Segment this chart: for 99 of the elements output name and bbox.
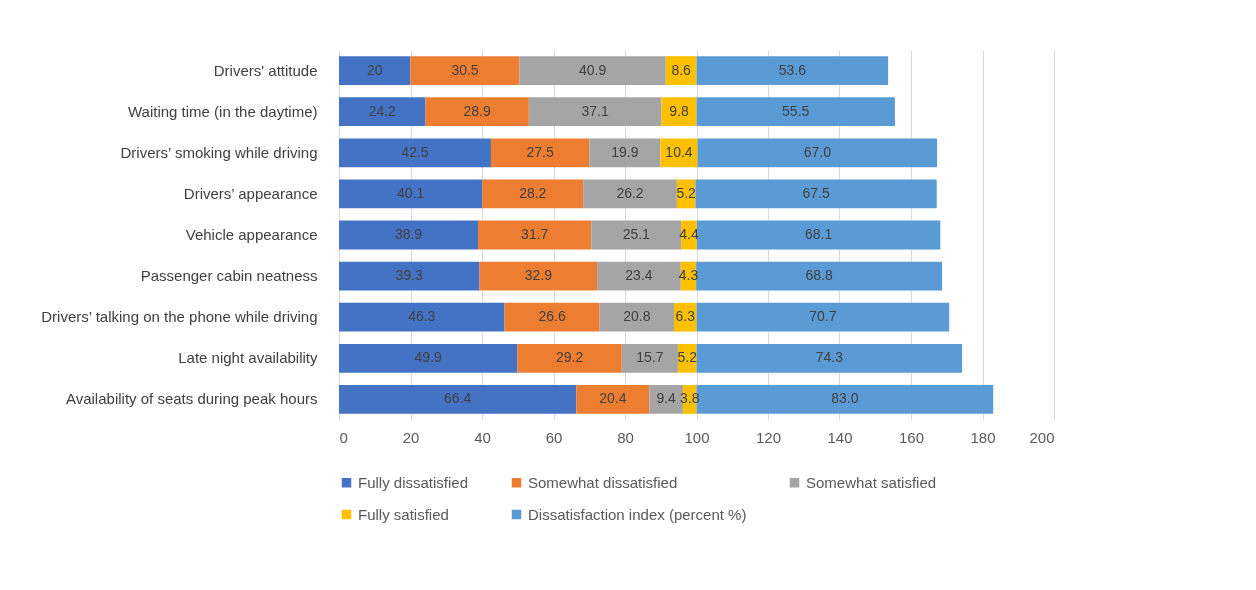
bar [410, 56, 520, 85]
bar [517, 343, 622, 373]
y-tick-label: Late night availability [178, 349, 318, 367]
data-label: 46.3 [408, 308, 436, 325]
bar [339, 179, 483, 209]
data-label: 8.6 [671, 61, 692, 78]
legend-label: Dissatisfaction index (percent %) [528, 505, 747, 523]
x-tick-label: 20 [402, 428, 420, 446]
x-tick-label: 0 [339, 428, 348, 446]
data-label: 29.2 [555, 349, 584, 366]
bar [695, 179, 937, 209]
bar [583, 179, 677, 209]
bar [519, 56, 666, 85]
data-label: 68.1 [804, 226, 833, 242]
data-label: 83.0 [831, 390, 859, 407]
bar [425, 97, 529, 127]
data-label: 68.8 [805, 267, 833, 284]
legend-label: Somewhat satisfied [806, 473, 937, 491]
data-label: 28.2 [519, 184, 547, 201]
data-label: 37.1 [581, 102, 609, 119]
bar [504, 302, 600, 332]
bar [621, 343, 678, 373]
data-label: 32.9 [524, 267, 553, 284]
bar [482, 179, 584, 209]
x-tick-label: 200 [1029, 428, 1055, 446]
bar [528, 97, 662, 127]
bar [597, 261, 681, 291]
data-label: 30.5 [451, 61, 479, 78]
x-tick-label: 140 [827, 428, 853, 446]
data-label: 66.4 [444, 390, 472, 407]
data-label: 70.7 [809, 308, 837, 325]
y-tick-label: Drivers’ smoking while driving [120, 143, 318, 161]
bar [478, 220, 592, 250]
x-tick-label: 120 [755, 428, 782, 446]
data-label: 24.2 [368, 102, 397, 119]
data-label: 9.4 [656, 390, 677, 407]
y-tick-label: Vehicle appearance [185, 226, 318, 243]
bar [339, 138, 491, 168]
data-label: 5.2 [676, 184, 697, 201]
data-label: 67.5 [802, 184, 830, 201]
data-label: 23.4 [625, 267, 653, 284]
data-label: 10.4 [665, 143, 693, 160]
bar [339, 343, 518, 373]
data-label: 15.7 [636, 349, 664, 366]
data-label: 6.3 [675, 308, 696, 325]
data-label: 74.3 [815, 349, 844, 366]
bar [696, 261, 943, 291]
bar [696, 302, 950, 332]
bar [339, 220, 479, 250]
bar [490, 138, 590, 168]
bar [576, 385, 650, 414]
data-label: 25.1 [622, 226, 651, 242]
bar [599, 302, 674, 332]
legend-label: Fully satisfied [358, 505, 449, 523]
data-label: 39.3 [395, 267, 424, 284]
y-tick-label: Drivers’ talking on the phone while driving [41, 308, 318, 326]
x-tick-label: 40 [474, 428, 491, 446]
y-tick-label: Availability of seats during peak hours [65, 390, 318, 408]
data-label: 55.5 [782, 102, 810, 119]
data-label: 27.5 [526, 143, 554, 160]
data-label: 20 [366, 61, 383, 78]
bar [479, 261, 598, 291]
y-tick-label: Waiting time (in the daytime) [127, 102, 318, 120]
y-tick-label: Drivers' attitude [213, 61, 318, 79]
bar [339, 261, 480, 291]
x-tick-label: 100 [684, 428, 710, 446]
x-tick-label: 60 [545, 428, 563, 446]
data-label: 38.9 [394, 226, 423, 242]
data-label: 20.4 [599, 390, 627, 407]
bar [339, 302, 505, 332]
bar [696, 343, 963, 373]
bar [696, 56, 889, 85]
y-tick-label: Drivers’ appearance [183, 184, 318, 202]
data-label: 40.1 [397, 184, 425, 201]
data-label: 31.7 [521, 226, 549, 242]
data-label: 20.8 [623, 308, 651, 325]
data-label: 40.9 [579, 61, 607, 78]
data-label: 19.9 [611, 143, 639, 160]
y-tick-label: Passenger cabin neatness [140, 267, 318, 285]
bar [339, 97, 426, 127]
bar [697, 138, 938, 168]
legend-label: Fully dissatisfied [358, 473, 469, 491]
bar [696, 97, 895, 127]
data-label: 67.0 [803, 143, 832, 160]
legend-label: Somewhat dissatisfied [528, 473, 678, 491]
x-tick-label: 160 [898, 428, 925, 446]
data-label: 42.5 [401, 143, 429, 160]
x-tick-label: 180 [970, 428, 996, 446]
data-label: 9.8 [669, 102, 689, 119]
bar [339, 56, 411, 85]
data-label: 49.9 [414, 349, 443, 366]
data-label: 26.2 [616, 184, 644, 201]
data-label: 26.6 [538, 308, 566, 325]
bar [660, 138, 698, 168]
bar [589, 138, 661, 168]
bar [339, 385, 577, 414]
data-label: 28.9 [463, 102, 492, 119]
data-label: 53.6 [778, 61, 807, 78]
x-tick-label: 80 [617, 428, 634, 446]
